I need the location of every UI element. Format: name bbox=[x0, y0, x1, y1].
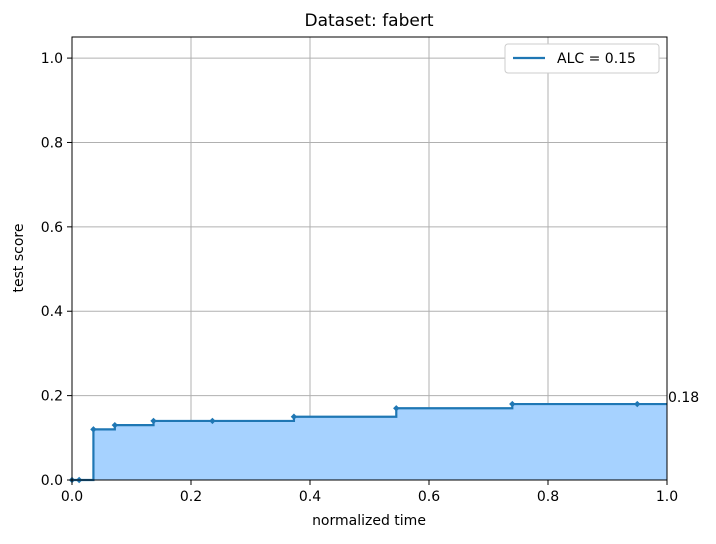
x-tick-label: 0.2 bbox=[180, 489, 202, 505]
y-tick-label: 0.0 bbox=[41, 473, 63, 489]
legend-label: ALC = 0.15 bbox=[557, 51, 636, 67]
x-tick-label: 0.6 bbox=[418, 489, 440, 505]
area-layer bbox=[72, 404, 667, 480]
y-tick-label: 0.6 bbox=[41, 220, 63, 236]
data-point-marker bbox=[90, 426, 97, 433]
data-point-marker bbox=[209, 417, 216, 425]
legend-box bbox=[504, 43, 660, 74]
data-point-marker bbox=[290, 413, 298, 420]
y-tick-label: 0.4 bbox=[41, 304, 63, 320]
data-point-marker bbox=[509, 400, 516, 408]
legend: ALC = 0.15 bbox=[504, 43, 660, 74]
y-tick-label: 1.0 bbox=[41, 51, 63, 67]
chart-title: Dataset: fabert bbox=[304, 11, 433, 31]
series-area-fill bbox=[72, 404, 667, 480]
x-tick-label: 0.8 bbox=[537, 489, 559, 505]
data-point-marker bbox=[393, 405, 400, 412]
tick-layer: 0.0 0.2 0.4 0.6 0.8 1.0 0.0 0.2 0.4 0.6 0.8 1.0 bbox=[41, 51, 678, 505]
y-tick-label: 0.8 bbox=[41, 135, 63, 151]
marker-layer bbox=[68, 400, 641, 484]
data-point-marker bbox=[150, 417, 157, 425]
x-tick-label: 0.4 bbox=[299, 489, 321, 505]
plot-frame bbox=[71, 36, 668, 481]
y-axis-label: test score bbox=[11, 224, 27, 293]
data-point-marker bbox=[634, 400, 641, 408]
data-point-marker bbox=[111, 421, 119, 429]
annotation-layer: 0.18 bbox=[668, 390, 699, 406]
x-tick-label: 1.0 bbox=[656, 489, 678, 505]
end-value-annotation: 0.18 bbox=[668, 390, 699, 406]
x-tick-label: 0.0 bbox=[61, 489, 83, 505]
x-axis-label: normalized time bbox=[312, 513, 426, 529]
grid-layer bbox=[71, 37, 668, 481]
y-tick-label: 0.2 bbox=[41, 389, 63, 405]
